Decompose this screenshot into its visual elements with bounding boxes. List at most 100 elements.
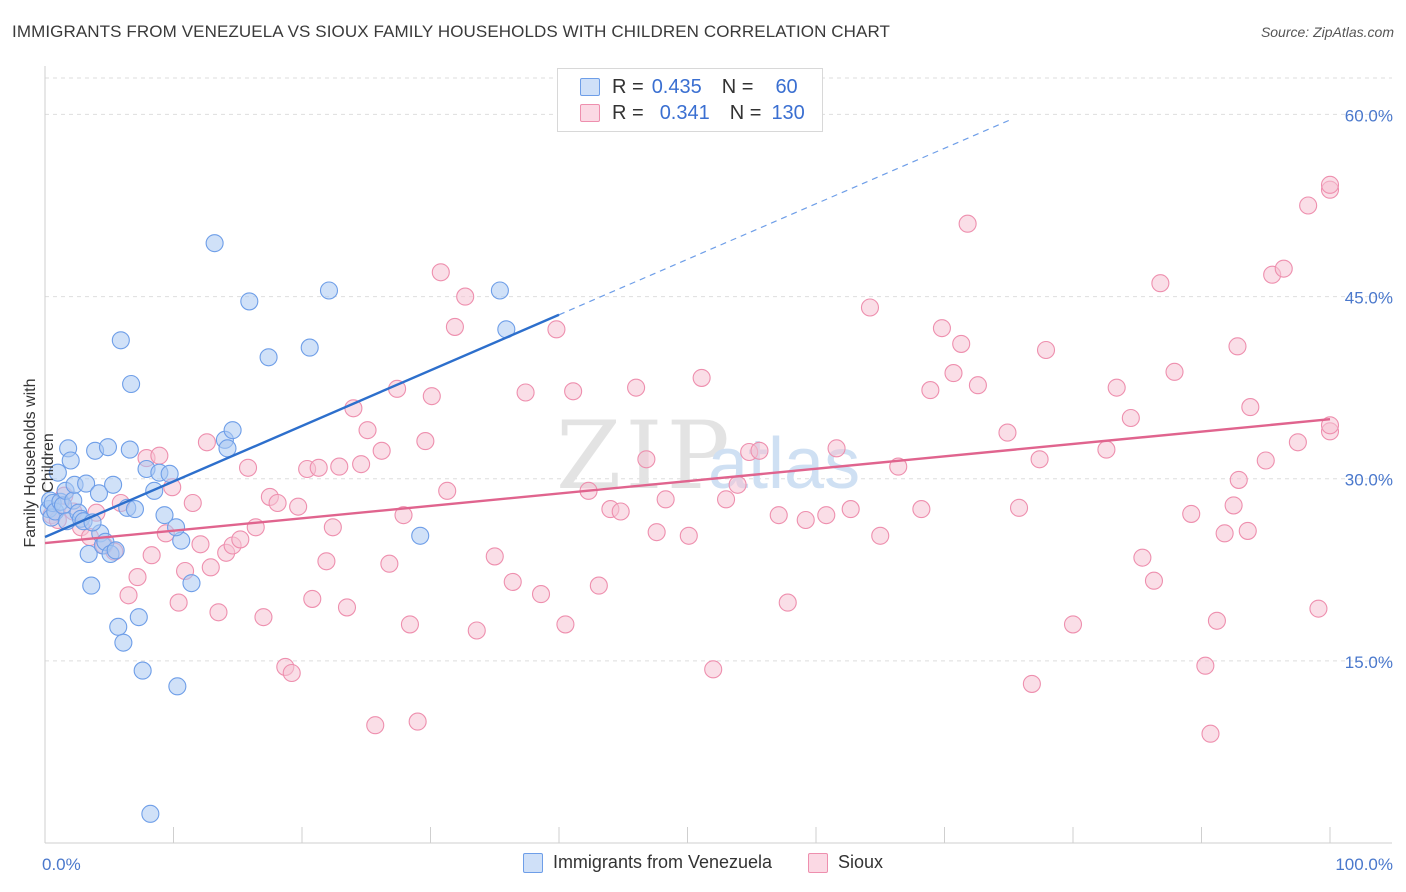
sioux-point — [352, 455, 371, 474]
legend-r-label: R = — [612, 75, 644, 98]
chart-title: IMMIGRANTS FROM VENEZUELA VS SIOUX FAMIL… — [12, 22, 891, 41]
sioux-point — [531, 585, 551, 604]
y-axis-label: Family Households with Children — [22, 378, 57, 548]
venezuela-point — [182, 574, 201, 593]
sioux-point — [1238, 521, 1257, 540]
y-tick-label: 45.0% — [1345, 289, 1393, 308]
sioux-point — [456, 287, 475, 306]
sioux-point — [309, 458, 328, 477]
sioux-point — [647, 523, 666, 542]
sioux-point — [1320, 416, 1340, 435]
sioux-point — [1151, 274, 1170, 293]
sioux-point — [556, 615, 575, 634]
y-tick-label: 15.0% — [1345, 653, 1393, 672]
sioux-point — [191, 535, 210, 554]
sioux-point — [1201, 724, 1220, 743]
venezuela-trend-extension — [558, 119, 1009, 316]
legend-item-venezuela[interactable]: Immigrants from Venezuela — [522, 852, 772, 873]
sioux-point — [503, 572, 522, 591]
sioux-point — [303, 589, 322, 608]
venezuela-point — [155, 506, 174, 525]
sioux-trend-line — [44, 418, 1331, 545]
venezuela-point — [122, 374, 141, 394]
sioux-point — [817, 506, 836, 525]
source-label: Source: ZipAtlas.com — [1260, 24, 1394, 40]
sioux-point — [944, 364, 963, 383]
venezuela-point — [240, 292, 259, 311]
sioux-point — [289, 497, 308, 516]
sioux-point — [564, 382, 583, 401]
sioux-point — [998, 423, 1017, 442]
venezuela-point — [98, 438, 118, 457]
legend-swatch-blue — [580, 78, 600, 96]
sioux-point — [380, 554, 399, 573]
legend-swatch-pink — [808, 852, 829, 873]
legend-n-label: N = — [729, 101, 762, 124]
sioux-point — [692, 368, 711, 387]
sioux-point — [282, 663, 301, 683]
y-tick-label: 60.0% — [1345, 106, 1393, 125]
legend-r-value: 0.341 — [659, 101, 710, 124]
series-legend: Immigrants from Venezuela Sioux — [0, 852, 1406, 873]
sioux-point — [958, 214, 977, 233]
sioux-point — [637, 450, 656, 469]
axes — [44, 66, 1392, 844]
sioux-point — [841, 500, 860, 519]
sioux-point — [142, 546, 161, 565]
sioux-point — [268, 493, 287, 513]
venezuela-point — [120, 440, 139, 459]
sioux-point — [860, 298, 880, 317]
sioux-point — [827, 439, 846, 458]
sioux-point — [921, 381, 940, 400]
sioux-point — [778, 593, 797, 612]
sioux-point — [337, 598, 357, 617]
venezuela-point — [114, 633, 133, 652]
sioux-point — [1022, 674, 1041, 693]
sioux-point — [1144, 571, 1164, 590]
legend-label: Sioux — [838, 852, 884, 872]
venezuela-point — [168, 677, 187, 696]
sioux-point — [1121, 408, 1140, 428]
legend-item-sioux[interactable]: Sioux — [808, 852, 883, 873]
sioux-point — [912, 500, 931, 519]
sioux-point — [416, 432, 435, 451]
venezuela-point — [125, 500, 144, 519]
sioux-points — [42, 175, 1340, 743]
sioux-point — [627, 378, 646, 397]
sioux-point — [128, 568, 147, 587]
sioux-point — [589, 576, 608, 595]
venezuela-point — [61, 451, 80, 470]
venezuela-point — [129, 608, 148, 627]
venezuela-point — [79, 544, 98, 564]
sioux-point — [871, 526, 890, 545]
sioux-point — [1063, 615, 1083, 634]
legend-n-value: 60 — [775, 75, 798, 98]
venezuela-point — [300, 338, 319, 357]
sioux-point — [394, 506, 413, 525]
sioux-point — [968, 376, 987, 395]
sioux-point — [1133, 548, 1152, 567]
sioux-point — [408, 712, 427, 731]
venezuela-point — [133, 661, 152, 680]
sioux-point — [611, 502, 630, 521]
sioux-point — [201, 558, 220, 577]
venezuela-point — [411, 526, 430, 545]
sioux-point — [1215, 524, 1234, 543]
watermark: ZIP atlas — [556, 402, 860, 511]
legend-r-value: 0.435 — [651, 75, 702, 98]
sioux-point — [716, 490, 736, 509]
sioux-point — [656, 490, 675, 509]
venezuela-point — [77, 474, 96, 493]
sioux-point — [1320, 175, 1340, 194]
venezuela-trend-line — [44, 313, 560, 539]
venezuela-point — [167, 518, 186, 537]
y-tick-label: 30.0% — [1345, 471, 1393, 490]
venezuela-point — [104, 475, 123, 494]
sioux-point — [119, 586, 138, 605]
sioux-point — [1288, 433, 1307, 452]
sioux-point — [445, 317, 464, 336]
sioux-point — [1182, 504, 1201, 523]
sioux-point — [1299, 196, 1318, 215]
grid-lines — [45, 77, 1392, 662]
trend-lines — [44, 119, 1331, 545]
